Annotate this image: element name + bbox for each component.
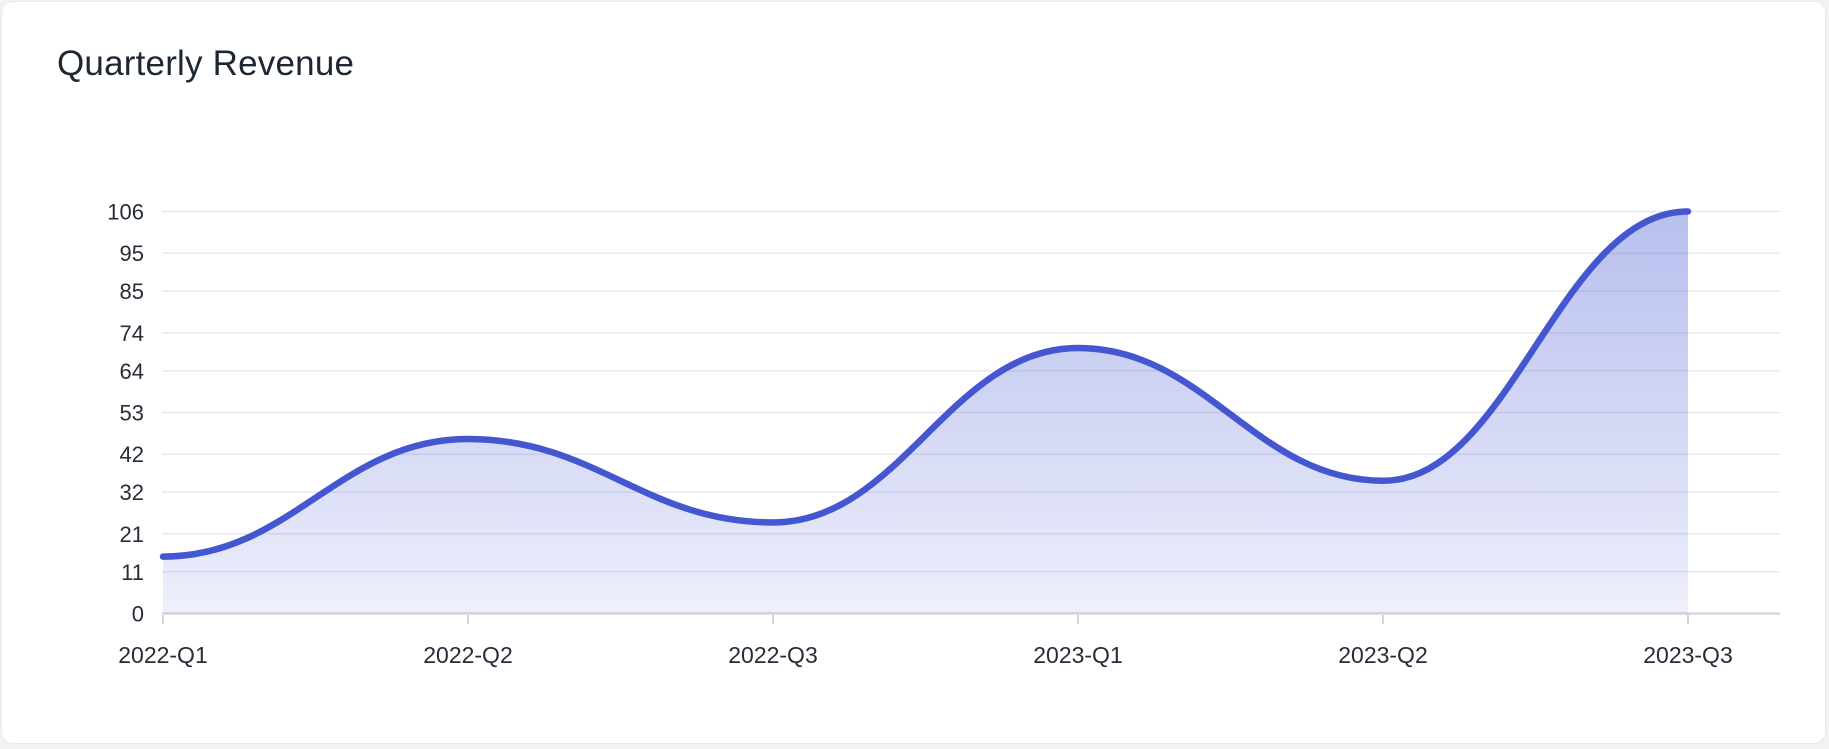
x-tick-label: 2022-Q1: [118, 642, 208, 668]
x-tick-label: 2023-Q2: [1338, 642, 1428, 668]
x-tick-label: 2023-Q3: [1643, 642, 1733, 668]
y-tick-label: 21: [120, 522, 144, 547]
x-tick-label: 2022-Q2: [423, 642, 513, 668]
y-tick-label: 106: [107, 200, 144, 225]
y-tick-label: 74: [120, 321, 144, 346]
y-axis-labels: 0 11 21 32 42 53 64 74 85 95 106: [107, 200, 144, 627]
y-tick-label: 42: [120, 442, 144, 467]
revenue-line-path: [159, 208, 1692, 560]
revenue-area: [163, 211, 1688, 614]
y-tick-label: 11: [121, 560, 144, 585]
x-tick-label: 2022-Q3: [728, 642, 818, 668]
chart-title: Quarterly Revenue: [57, 44, 355, 83]
y-tick-label: 64: [120, 359, 144, 384]
x-axis-labels: 2022-Q1 2022-Q2 2022-Q3 2023-Q1 2023-Q2 2023-…: [118, 615, 1733, 668]
x-tick-label: 2023-Q1: [1033, 642, 1123, 668]
y-tick-label: 0: [132, 602, 144, 627]
revenue-line: [159, 208, 1692, 560]
y-tick-label: 95: [120, 241, 144, 266]
area-fill: [163, 211, 1688, 614]
y-tick-label: 53: [120, 401, 144, 426]
y-tick-label: 32: [120, 480, 144, 505]
y-tick-label: 85: [120, 279, 144, 304]
